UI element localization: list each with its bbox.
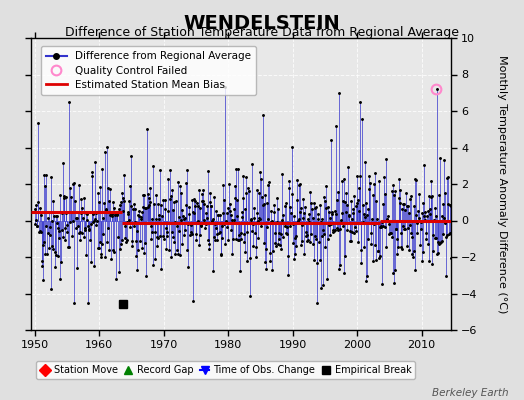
Text: Difference of Station Temperature Data from Regional Average: Difference of Station Temperature Data f… [65,26,459,39]
Legend: Station Move, Record Gap, Time of Obs. Change, Empirical Break: Station Move, Record Gap, Time of Obs. C… [36,361,416,379]
Text: WENDELSTEIN: WENDELSTEIN [183,14,341,33]
Y-axis label: Monthly Temperature Anomaly Difference (°C): Monthly Temperature Anomaly Difference (… [497,55,507,313]
Text: Berkeley Earth: Berkeley Earth [432,388,508,398]
